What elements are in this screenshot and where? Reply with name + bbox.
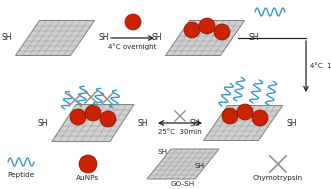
- Polygon shape: [204, 105, 282, 140]
- Text: SH: SH: [37, 119, 48, 128]
- Circle shape: [252, 110, 268, 126]
- Text: SH: SH: [138, 119, 149, 128]
- Text: GO-SH: GO-SH: [171, 181, 195, 187]
- Text: 25°C  30min: 25°C 30min: [158, 129, 202, 135]
- Circle shape: [184, 22, 200, 38]
- Text: SH: SH: [151, 33, 162, 43]
- Text: 4°C overnight: 4°C overnight: [108, 43, 157, 50]
- Polygon shape: [52, 105, 134, 142]
- Text: SH: SH: [158, 149, 168, 155]
- Circle shape: [70, 109, 86, 125]
- Text: SH: SH: [99, 33, 109, 43]
- Circle shape: [222, 108, 238, 124]
- Text: SH: SH: [1, 33, 12, 43]
- Text: SH: SH: [287, 119, 297, 128]
- Text: Peptide: Peptide: [7, 172, 35, 178]
- Polygon shape: [166, 20, 245, 56]
- Text: SH: SH: [195, 163, 205, 169]
- Circle shape: [85, 105, 101, 121]
- Text: 4°C  12h: 4°C 12h: [310, 64, 331, 70]
- Polygon shape: [147, 149, 219, 179]
- Circle shape: [237, 104, 253, 120]
- Circle shape: [100, 111, 116, 127]
- Circle shape: [214, 24, 230, 40]
- Text: Chymotrypsin: Chymotrypsin: [253, 175, 303, 181]
- Circle shape: [79, 155, 97, 173]
- Text: AuNPs: AuNPs: [76, 175, 100, 181]
- Text: SH: SH: [249, 33, 259, 43]
- Circle shape: [199, 18, 215, 34]
- Polygon shape: [16, 20, 94, 56]
- Text: SH: SH: [189, 119, 200, 128]
- Circle shape: [125, 14, 141, 30]
